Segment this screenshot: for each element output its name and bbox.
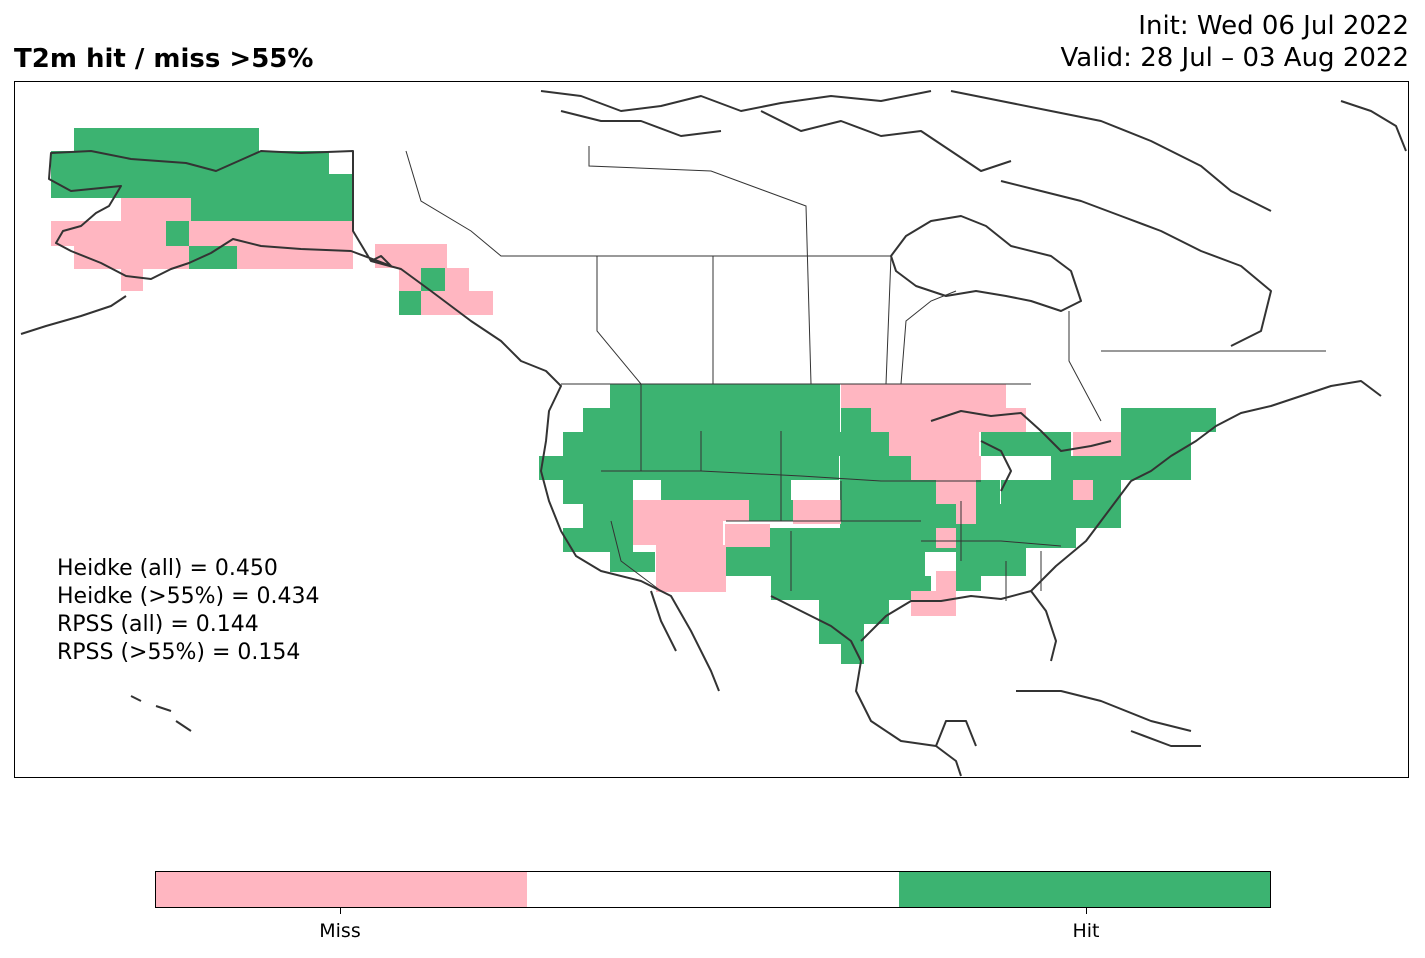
heidke-55: Heidke (>55%) = 0.434 <box>57 584 320 609</box>
hit-cell <box>1121 432 1191 456</box>
colorbar-label-hit: Hit <box>1072 920 1100 942</box>
north-america-map <box>20 90 1407 777</box>
rpss-55: RPSS (>55%) = 0.154 <box>57 640 301 665</box>
miss-cell <box>725 524 770 547</box>
hit-cell <box>583 408 840 432</box>
hit-cell <box>1121 408 1216 432</box>
hit-cell <box>583 504 633 528</box>
hit-cell <box>166 221 191 246</box>
miss-cell <box>237 246 353 269</box>
hit-cell <box>661 480 791 500</box>
hit-cell <box>936 528 1076 548</box>
miss-cell <box>936 528 956 548</box>
hit-cell <box>399 291 423 315</box>
hit-cell <box>610 552 655 572</box>
hit-cell <box>841 408 871 432</box>
miss-cell <box>633 500 749 521</box>
hit-cell <box>563 480 633 504</box>
hit-cell <box>771 576 931 600</box>
hit-cell <box>981 432 1071 456</box>
hit-cell <box>819 600 889 624</box>
hit-cell <box>841 644 864 664</box>
hit-cell <box>956 548 1026 576</box>
miss-cell <box>656 565 726 592</box>
colorbar <box>155 871 1271 908</box>
hit-cell <box>956 576 981 591</box>
hit-cell <box>51 174 353 198</box>
miss-cell <box>841 384 1006 408</box>
political-borders <box>352 146 1326 601</box>
colorbar-neutral-segment <box>527 872 899 907</box>
miss-cell <box>445 268 469 292</box>
miss-cell <box>956 504 976 524</box>
miss-cell <box>793 500 841 524</box>
hit-cell <box>563 528 633 552</box>
miss-cell <box>936 480 976 504</box>
hit-cell <box>191 198 353 222</box>
rpss-all: RPSS (all) = 0.144 <box>57 612 259 637</box>
hit-cell <box>51 151 329 174</box>
heidke-all: Heidke (all) = 0.450 <box>57 556 278 581</box>
hit-cell <box>725 552 925 576</box>
colorbar-miss-segment <box>156 872 528 907</box>
hit-cell <box>539 456 839 480</box>
miss-cell <box>74 246 189 269</box>
hit-cell <box>1001 504 1121 528</box>
hit-cell <box>749 500 794 521</box>
miss-cell <box>51 221 166 246</box>
skill-scores: Heidke (all) = 0.450 Heidke (>55%) = 0.4… <box>57 555 320 667</box>
hit-cell <box>1051 456 1191 480</box>
coastlines <box>20 90 1407 777</box>
colorbar-hit-segment <box>898 872 1270 907</box>
miss-cell <box>121 198 191 221</box>
colorbar-tick-miss <box>340 908 341 914</box>
hit-cell <box>189 246 237 269</box>
map-title: T2m hit / miss >55% <box>14 44 314 74</box>
hit-cell <box>1001 480 1121 504</box>
colorbar-label-miss: Miss <box>319 920 361 942</box>
miss-cell <box>189 221 353 246</box>
miss-cell <box>911 456 981 480</box>
init-date: Init: Wed 06 Jul 2022 <box>1138 11 1409 41</box>
map-panel <box>14 81 1409 778</box>
miss-cell <box>889 432 979 456</box>
miss-cell <box>121 269 143 291</box>
miss-cell <box>633 521 723 545</box>
miss-cell <box>871 408 1026 432</box>
forecast-dates: Init: Wed 06 Jul 2022 Valid: 28 Jul – 03… <box>1061 10 1409 74</box>
miss-cell <box>399 268 423 292</box>
miss-cell <box>1073 480 1093 500</box>
miss-cell <box>911 591 956 616</box>
hit-cell <box>74 128 259 151</box>
valid-period: Valid: 28 Jul – 03 Aug 2022 <box>1060 43 1409 73</box>
miss-cell <box>936 571 956 591</box>
miss-cell <box>656 545 726 565</box>
colorbar-tick-hit <box>1086 908 1087 914</box>
hit-cell <box>610 384 840 408</box>
